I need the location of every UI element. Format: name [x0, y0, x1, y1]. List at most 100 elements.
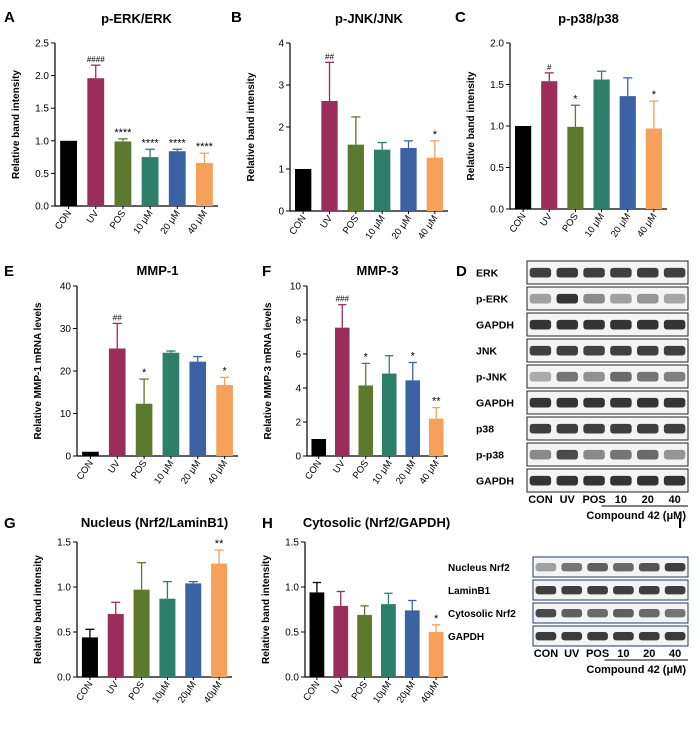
x-tick-label: UV: [330, 679, 347, 697]
bar-POS: [347, 144, 364, 211]
bar-20M: [404, 610, 420, 677]
bar-UV: [541, 81, 558, 209]
blot-band: [583, 397, 605, 408]
blot-band: [556, 449, 578, 460]
blot-band: [610, 449, 632, 460]
bar-20M: [405, 380, 421, 456]
blot-lane-label: 10: [617, 648, 629, 660]
bar-POS: [567, 126, 584, 209]
significance-label: *: [652, 89, 657, 101]
blot-band: [556, 345, 578, 356]
panel-letter: A: [4, 9, 15, 26]
blot-band: [613, 586, 634, 595]
x-tick-label: 10 μM: [363, 213, 387, 241]
panel-letter: H: [262, 515, 273, 532]
blot-row-label: p38: [476, 424, 494, 436]
blot-band: [613, 563, 634, 572]
x-tick-label: POS: [560, 211, 581, 234]
bar-UV: [333, 605, 349, 677]
bar-10M: [374, 149, 391, 211]
significance-label: **: [432, 396, 441, 408]
y-tick-label: 8: [295, 316, 301, 327]
blot-band: [561, 586, 583, 595]
significance-label: *: [433, 129, 438, 141]
bar-UV: [87, 78, 105, 206]
y-tick-label: 2: [295, 418, 301, 429]
chart-title: MMP-3: [357, 263, 399, 278]
x-tick-label: POS: [341, 213, 362, 236]
blot-band: [663, 319, 686, 330]
blot-band: [613, 632, 634, 641]
blot-band: [638, 609, 660, 618]
panel-letter: G: [4, 515, 16, 532]
y-tick-label: 40: [60, 282, 72, 293]
panel-letter: B: [231, 9, 242, 26]
x-tick-label: 20 μM: [179, 458, 203, 486]
y-tick-label: 2.0: [490, 39, 504, 50]
blot-band: [535, 563, 557, 572]
blot-band: [610, 319, 632, 330]
blot-band: [637, 267, 659, 278]
y-tick-label: 4: [295, 384, 301, 395]
x-tick-label: 10μM: [150, 679, 173, 705]
bar-CON: [309, 592, 325, 677]
bar-10M: [593, 79, 610, 210]
y-tick-label: 6: [295, 350, 301, 361]
blot-band: [637, 371, 659, 382]
significance-label: *: [222, 365, 227, 377]
blot-band: [663, 267, 686, 278]
blot-band: [583, 345, 605, 356]
blot-band: [663, 475, 686, 486]
y-axis-label: Relative band intensity: [466, 71, 477, 180]
bar-10M: [381, 373, 397, 456]
blot-row-label: GAPDH: [476, 398, 514, 410]
chart-panel-G: G Nucleus (Nrf2/LaminB1) Relative band int…: [4, 515, 232, 705]
x-tick-label: CON: [287, 213, 308, 237]
blot-band: [637, 449, 659, 460]
blot-row-label: JNK: [476, 346, 497, 358]
blot-band: [663, 345, 686, 356]
bar-CON: [82, 451, 99, 456]
significance-label: ****: [169, 137, 187, 149]
y-tick-label: 0.5: [57, 628, 71, 639]
panel-letter: D: [456, 263, 467, 280]
y-tick-label: 30: [60, 324, 72, 335]
x-tick-label: POS: [108, 208, 129, 231]
significance-label: *: [364, 351, 369, 363]
x-tick-label: CON: [74, 679, 95, 703]
chart-title: p-p38/p38: [558, 11, 619, 26]
blot-band: [556, 267, 578, 278]
blot-band: [556, 397, 578, 408]
y-tick-label: 2.5: [35, 39, 49, 50]
bar-POS: [133, 589, 150, 677]
bar-CON: [60, 140, 78, 206]
blot-band: [583, 267, 605, 278]
y-axis-label: Relative band intensity: [246, 72, 257, 181]
x-tick-label: 20μM: [176, 679, 199, 705]
x-tick-label: 10 μM: [152, 458, 176, 486]
blot-band: [529, 423, 552, 434]
x-tick-label: CON: [507, 211, 528, 235]
blot-strip: [532, 625, 689, 647]
y-tick-label: 0.0: [490, 205, 504, 216]
x-tick-label: 40μM: [419, 679, 442, 705]
y-tick-label: 4: [278, 39, 284, 50]
blot-band: [610, 371, 632, 382]
blot-band: [610, 397, 632, 408]
blot-band: [663, 293, 686, 304]
y-tick-label: 0: [295, 452, 301, 463]
panel-letter: C: [455, 9, 466, 26]
y-tick-label: 10: [290, 282, 302, 293]
y-tick-label: 1.5: [285, 538, 299, 549]
x-tick-label: 20 μM: [609, 211, 633, 239]
blot-band: [663, 371, 686, 382]
y-tick-label: 1.5: [490, 80, 504, 91]
bar-10M: [162, 352, 180, 456]
chart-title: p-ERK/ERK: [101, 11, 172, 26]
y-tick-label: 0.5: [490, 163, 504, 174]
bar-UV: [108, 348, 126, 456]
blot-band: [637, 293, 659, 304]
bar-40M: [195, 162, 213, 206]
blot-band: [561, 632, 583, 641]
x-tick-label: POS: [127, 679, 148, 702]
